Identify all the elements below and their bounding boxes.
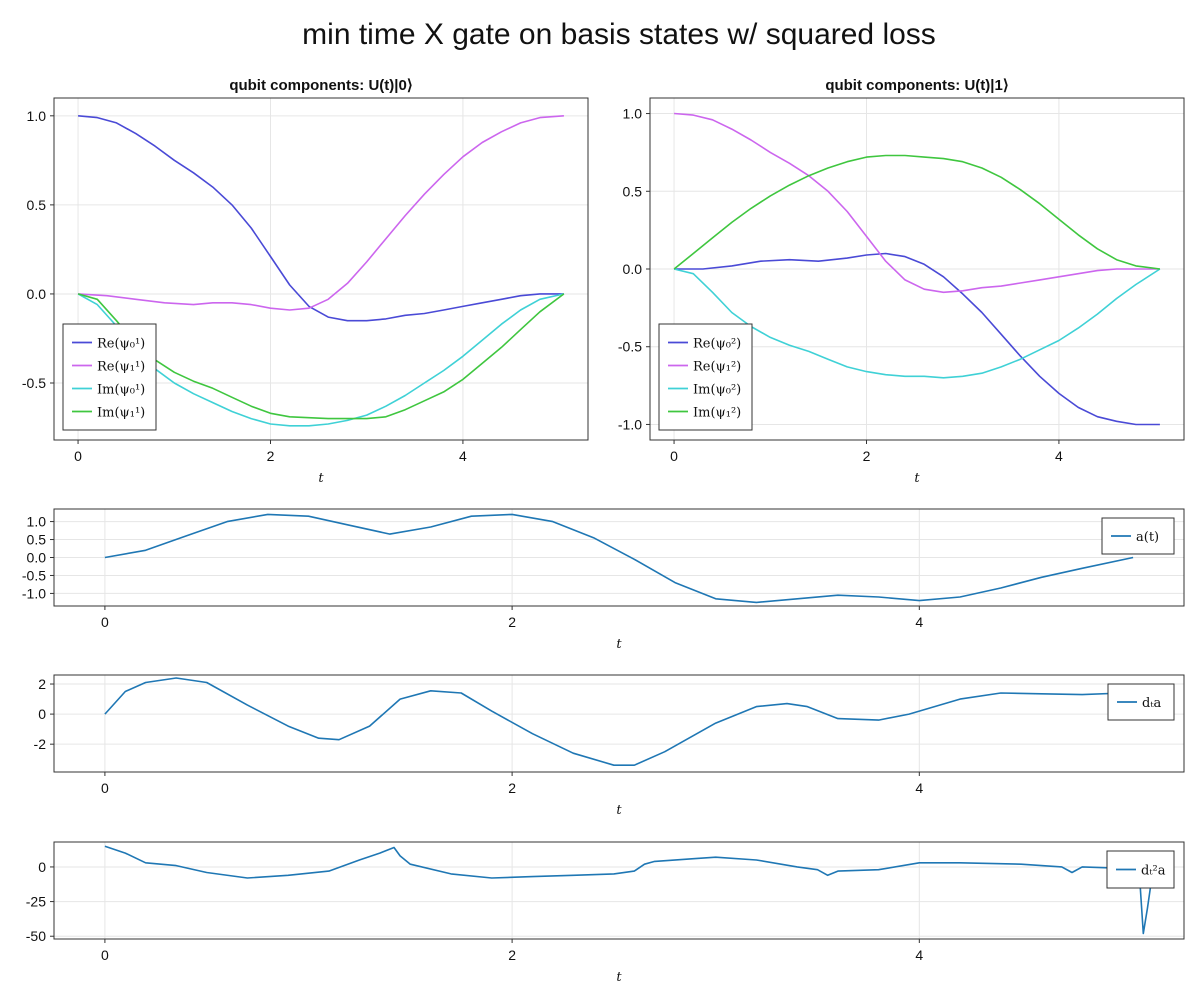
- series-line-3: [673, 154, 1161, 270]
- panel-a: 0 2 4 1.0 0.5 0.0-0.5 -1.0 t a(t): [22, 508, 1185, 652]
- legend-entry: dₜa: [1142, 696, 1162, 711]
- legend-entry: Im(ψ₀¹): [97, 383, 145, 398]
- series-line-1: [674, 112, 1160, 294]
- series-line-2: [673, 268, 1161, 379]
- y-tick-label: 0: [38, 859, 46, 875]
- series-line-2: [77, 293, 565, 427]
- y-tick-label: 0.5: [27, 197, 47, 213]
- y-tick-label: 0.5: [27, 532, 47, 548]
- series-line-3: [77, 293, 565, 420]
- y-tick-label: 2: [38, 676, 46, 692]
- x-tick-label: 2: [863, 448, 871, 464]
- series-group: [104, 677, 1134, 767]
- series-line-0: [674, 252, 1160, 426]
- legend: a(t): [1101, 517, 1175, 555]
- panel-psi0: 0 2 4 1.0 0.5 0.0 -0.5 t qubit components: U(t)|…: [22, 77, 589, 486]
- series-line-0: [104, 677, 1134, 767]
- x-tick-label: 2: [508, 614, 516, 630]
- x-tick-label: 2: [508, 947, 516, 963]
- series-line-1: [78, 115, 564, 311]
- figure-title: min time X gate on basis states w/ squar…: [302, 18, 936, 51]
- series-group: [673, 112, 1161, 426]
- axes-frame: [53, 97, 589, 441]
- axes-frame: [53, 841, 1185, 940]
- y-tick-label: -0.5: [22, 375, 46, 391]
- legend-box: [1107, 683, 1175, 721]
- series-line-0: [104, 845, 1153, 935]
- x-axis-label: t: [318, 471, 324, 486]
- x-tick-label: 0: [670, 448, 678, 464]
- panel-title: qubit components: U(t)|1⟩: [825, 77, 1008, 94]
- series-group: [104, 513, 1134, 604]
- y-tick-label: -1.0: [618, 416, 642, 432]
- x-tick-label: 4: [459, 448, 467, 464]
- y-tick-label: -2: [34, 736, 47, 752]
- legend: dₜ²a: [1106, 850, 1175, 889]
- legend-entry: Re(ψ₀¹): [97, 337, 145, 352]
- y-tick-label: 1.0: [27, 108, 47, 124]
- panel-psi1: 0 2 4 1.0 0.5 0.0 -0.5 -1.0 t qubit components: U…: [618, 77, 1185, 486]
- x-tick-label: 0: [74, 448, 82, 464]
- series-group: [104, 845, 1153, 935]
- series-line-0: [104, 513, 1134, 604]
- y-tick-label: -25: [26, 894, 46, 910]
- y-tick-label: 0.5: [623, 183, 643, 199]
- legend-entry: Re(ψ₀²): [693, 337, 741, 352]
- y-tick-label: 0: [38, 706, 46, 722]
- x-tick-label: 4: [915, 614, 923, 630]
- legend-entry: Im(ψ₁¹): [97, 406, 145, 421]
- legend-entry: a(t): [1136, 530, 1159, 545]
- y-tick-label: -0.5: [618, 339, 642, 355]
- legend: dₜa: [1107, 683, 1175, 721]
- y-tick-label: 1.0: [27, 514, 47, 530]
- legend-entry: dₜ²a: [1141, 864, 1166, 879]
- x-tick-label: 0: [101, 614, 109, 630]
- legend-entry: Re(ψ₁¹): [97, 360, 145, 375]
- y-tick-label: -1.0: [22, 585, 46, 601]
- x-axis-label: t: [616, 803, 622, 818]
- legend-entry: Im(ψ₀²): [693, 383, 741, 398]
- legend-entry: Re(ψ₁²): [693, 360, 741, 375]
- y-tick-label: -50: [26, 928, 46, 944]
- x-tick-label: 4: [915, 780, 923, 796]
- panel-title: qubit components: U(t)|0⟩: [229, 77, 412, 94]
- y-tick-label: 0.0: [27, 550, 47, 566]
- panel-d2a: 0 2 4 0 -25 -50 t dₜ²a: [26, 841, 1185, 985]
- y-tick-label: -0.5: [22, 567, 46, 583]
- series-line-0: [78, 115, 564, 322]
- x-tick-label: 0: [101, 780, 109, 796]
- legend: Re(ψ₀¹) Re(ψ₁¹) Im(ψ₀¹) Im(ψ₁¹): [62, 323, 157, 431]
- legend: Re(ψ₀²) Re(ψ₁²) Im(ψ₀²) Im(ψ₁²): [658, 323, 753, 431]
- x-axis-label: t: [616, 637, 622, 652]
- x-axis-label: t: [914, 471, 920, 486]
- x-tick-label: 0: [101, 947, 109, 963]
- x-axis-label: t: [616, 970, 622, 985]
- x-tick-label: 2: [508, 780, 516, 796]
- x-tick-label: 2: [267, 448, 275, 464]
- y-tick-label: 1.0: [623, 106, 643, 122]
- y-tick-label: 0.0: [623, 261, 643, 277]
- x-tick-label: 4: [915, 947, 923, 963]
- axes-frame: [53, 674, 1185, 773]
- y-tick-label: 0.0: [27, 286, 47, 302]
- series-group: [77, 115, 565, 427]
- legend-entry: Im(ψ₁²): [693, 406, 741, 421]
- x-tick-label: 4: [1055, 448, 1063, 464]
- panel-da: 0 2 4 2 0 -2 t dₜa: [34, 674, 1185, 818]
